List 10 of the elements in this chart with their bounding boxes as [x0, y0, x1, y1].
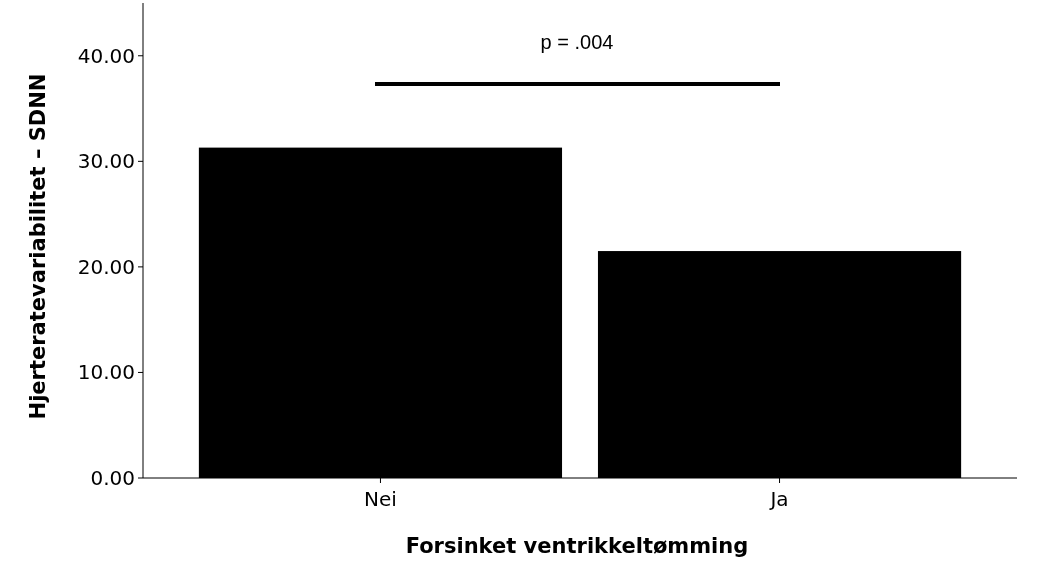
- y-tick-label: 10.00: [77, 360, 135, 385]
- y-axis-title: Hjerteratevariabilitet – SDNN: [26, 73, 50, 420]
- y-tick-label: 40.00: [77, 43, 135, 68]
- annotation: p = .004: [540, 31, 614, 53]
- x-tick-label: Nei: [364, 487, 397, 511]
- x-axis-title: Forsinket ventrikkeltømming: [405, 534, 749, 558]
- x-tick-label: Ja: [768, 487, 789, 511]
- y-tick-label: 30.00: [77, 149, 135, 174]
- y-tick-label: 20.00: [77, 254, 135, 279]
- y-tick-label: 0.00: [90, 466, 135, 490]
